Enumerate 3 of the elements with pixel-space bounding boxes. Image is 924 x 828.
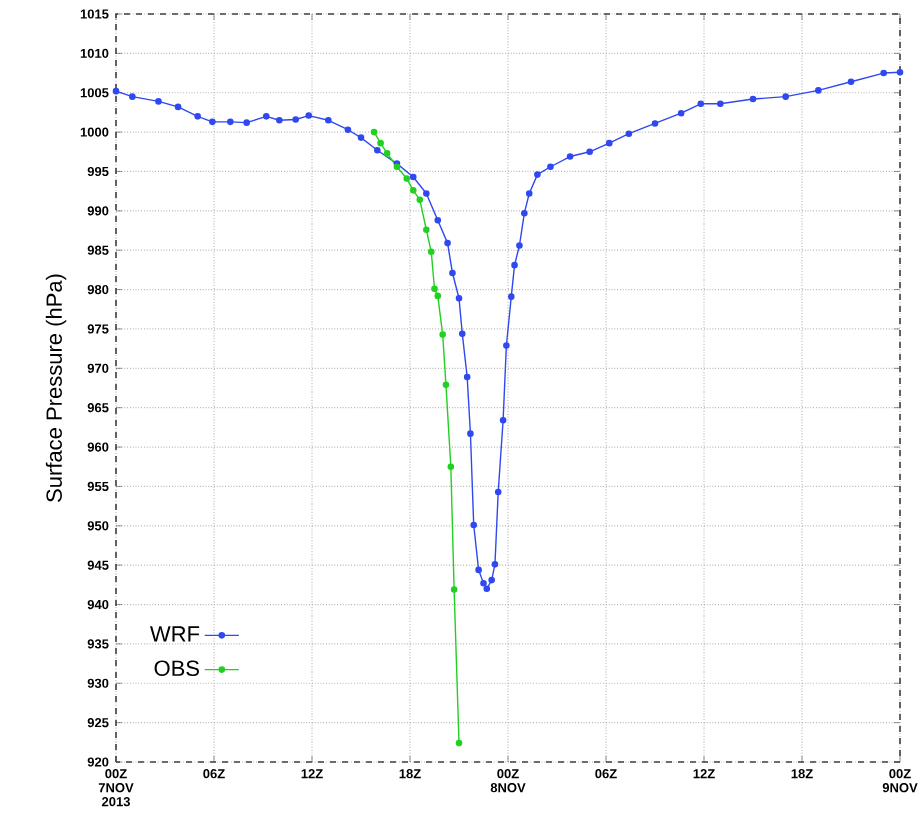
legend-label: WRF (150, 626, 200, 642)
y-axis-title: Surface Pressure (hPa) (45, 274, 67, 502)
legend-label: OBS (154, 660, 199, 677)
